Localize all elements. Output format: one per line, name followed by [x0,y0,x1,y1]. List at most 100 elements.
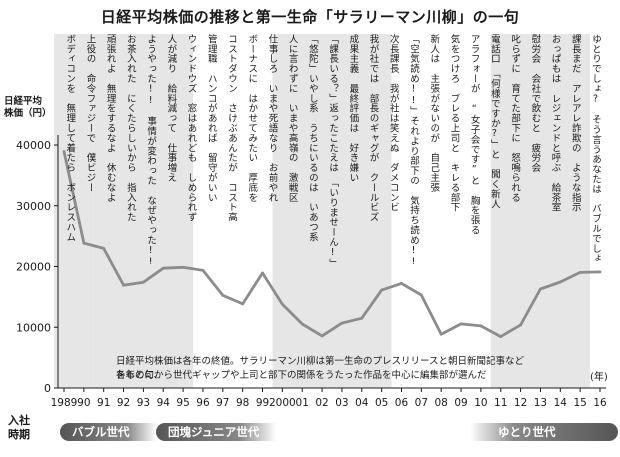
data-point-91 [102,246,106,250]
data-point-04 [360,316,364,320]
data-point-94 [161,266,165,270]
x-tick-label-09: 09 [454,397,467,409]
senryu-verse: 頑張れよ 無理をするなよ 休むなよ [104,34,116,203]
generation-dankai-junior: 団塊ジュニア世代 [156,423,276,441]
x-tick-label-04: 04 [355,397,369,409]
senryu-verse: 我が社では 部長のギャグが クールビズ [367,34,379,223]
senryu-verse: ウィンドウズ 窓はあれども しめられず [185,34,197,223]
senryu-verse: お茶入れた にくたらしいから 指入れた [124,34,136,223]
senryu-verse: 新人は 主張がないのが 自己主張 [428,34,440,193]
data-point-03 [340,321,344,325]
data-point-06 [400,281,403,285]
data-point-93 [142,280,145,284]
x-tick-label-01: 01 [296,397,309,409]
senryu-verse: 次長課長 我が社は笑えぬ ダメコンビ [387,34,399,213]
y-axis-label: 日経平均 株価（円） [4,96,52,119]
y-tick-label-0: 0 [44,382,51,395]
data-point-98 [241,302,245,306]
x-tick-label-14: 14 [554,397,568,409]
x-tick-label-10: 10 [474,397,487,409]
x-tick-label-13: 13 [534,397,547,409]
x-tick-label-16: 16 [593,397,607,409]
senryu-verse: 「悠陀」いやし系 うちにいるのは いあつ系 [306,34,318,242]
chart-title: 日経平均株価の推移と第一生命「サラリーマン川柳」の一句 [100,8,520,26]
data-point-99 [261,271,264,275]
data-point-08 [439,332,443,336]
senryu-verse: 「課長いる？」返ったこたえは 「いりませーん!」 [327,34,339,264]
data-point-12 [519,323,522,327]
senryu-verse: 成果主義 最終評価は 好き嫌い [347,34,359,183]
senryu-verse: おっぱもは レジェンドと呼ぶ 給茶室 [549,34,561,213]
data-point-09 [459,322,463,326]
x-tick-label-1989: 1989 [51,397,78,409]
y-tick-label-10000: 10000 [16,321,51,334]
x-tick-label-11: 11 [494,397,507,409]
x-tick-label-15: 15 [573,397,586,409]
senryu-verse: 電話口 「何様ですか?」と 聞く新人 [488,34,500,209]
data-point-95 [181,265,185,269]
x-tick-label-06: 06 [395,397,409,409]
data-point-05 [380,288,384,292]
generation-yutori: ゆとり世代 [470,423,618,441]
x-tick-label-98: 98 [236,397,249,409]
y-tick-label-40000: 40000 [16,139,51,152]
footnote-line-2: 各年の句から世代ギャップや上司と部下の関係をうたった作品を中心に編集部が選んだ [116,370,487,381]
x-tick-label-93: 93 [137,397,150,409]
data-point-14 [558,280,562,284]
data-point-92 [122,283,125,287]
data-point-01 [300,322,304,326]
data-point-90 [82,241,86,245]
senryu-verse: 叱らずに 育てた部下に 怒鳴られる [509,34,521,203]
senryu-verse: ようやった!! 事情が変わった なぜやった!! [145,34,157,264]
data-point-97 [221,293,225,297]
senryu-verse: 課長まだ アレアレ詐欺の ような指示 [569,34,581,213]
footnote-line-1: 日経平均株価は各年の終値。サラリーマン川柳は第一生命のプレスリリースと朝日新聞記… [116,356,525,381]
x-tick-label-08: 08 [434,397,447,409]
senryu-verse: 「空気読め!!」それより部下の 気持ち読め!! [407,34,419,264]
senryu-verse: 管理職 ハンコがあれば 留守がいい [205,34,217,203]
senryu-verse: 上役の 命令ファジーで 僕ビジー [84,34,96,193]
senryu-verse: 人に言わずに いまや高嶺の 激戦区 [286,34,298,203]
generation-bubble: バブル世代 [60,423,156,441]
senryu-verse: アラフォーが “女子会です”と 胸を張る [468,34,480,235]
data-point-15 [578,270,582,274]
year-unit-label: (年) [590,372,608,383]
senryu-verse: 気をつけろ ブレる上司と キレる部下 [448,34,460,213]
senryu-verse: ボーナスに はかせてみたい 厚底を [246,34,258,203]
x-tick-label-02: 02 [315,397,328,409]
data-point-1989 [62,150,66,153]
x-tick-label-96: 96 [196,397,210,409]
data-point-10 [479,324,483,328]
x-tick-label-95: 95 [176,397,189,409]
senryu-verse: 慰労会 会社で飲むと 疲労会 [529,34,541,173]
senryu-verse: 人が減り 給料減って 仕事増え [165,34,177,183]
x-tick-label-92: 92 [117,397,130,409]
senryu-verse: ゆとりでしょ? そう言うあなたは バブルでしょ? [589,34,601,264]
join-period-label: 入社 時期 [8,414,30,441]
data-point-11 [499,335,503,339]
x-tick-label-2000: 2000 [269,397,296,409]
senryu-verse: 仕事しろ いまや死語なり お前やれ [266,34,278,203]
x-tick-label-94: 94 [157,397,171,409]
senryu-verse: コストダウン さけぶあんたが コスト高 [225,34,237,223]
data-point-02 [320,334,324,338]
x-tick-label-91: 91 [97,397,110,409]
shaded-period-3 [490,34,591,388]
data-point-07 [419,293,423,297]
data-point-13 [539,287,542,291]
y-tick-label-20000: 20000 [16,261,51,274]
data-point-2000 [280,302,284,306]
x-tick-label-12: 12 [514,397,527,409]
x-tick-label-90: 90 [77,397,90,409]
series-line [62,151,601,339]
shaded-period-1 [93,34,194,388]
x-tick-label-05: 05 [375,397,388,409]
data-point-16 [598,270,602,274]
x-tick-label-97: 97 [216,397,229,409]
x-tick-label-07: 07 [415,397,428,409]
y-tick-label-30000: 30000 [16,200,51,213]
senryu-verse: ボディコンを 無理して着たら ボンレスハム [64,34,76,242]
data-point-96 [201,268,205,272]
x-tick-label-03: 03 [335,397,348,409]
